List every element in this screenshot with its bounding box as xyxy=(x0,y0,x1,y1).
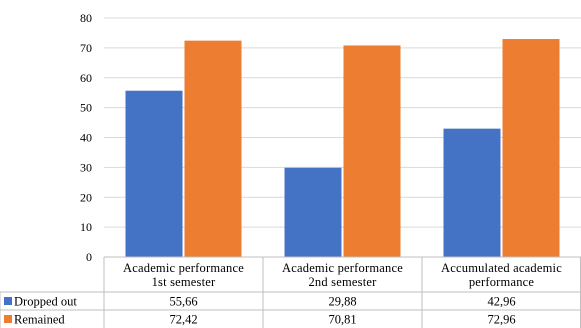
table-value: 55,66 xyxy=(169,295,197,309)
table-value: 42,96 xyxy=(487,295,515,309)
y-tick-label: 80 xyxy=(80,11,92,25)
table-value: 72,96 xyxy=(487,313,515,327)
bar-remained xyxy=(502,39,560,258)
y-tick-label: 70 xyxy=(80,41,92,55)
category-label: Accumulated academic xyxy=(441,261,562,275)
category-label: Academic performance xyxy=(282,261,403,275)
bar-remained xyxy=(343,45,401,257)
y-tick-label: 20 xyxy=(80,190,92,204)
category-label: performance xyxy=(469,275,535,289)
gridlines xyxy=(104,17,581,258)
y-tick-label: 40 xyxy=(80,131,92,145)
category-label: Academic performance xyxy=(123,261,244,275)
legend-key xyxy=(4,315,12,323)
table-value: 72,42 xyxy=(169,313,197,327)
bar-dropped-out xyxy=(284,167,342,257)
legend-label: Remained xyxy=(14,313,65,327)
bars xyxy=(125,39,560,258)
legend-label: Dropped out xyxy=(14,295,77,309)
bar-remained xyxy=(184,40,242,257)
y-tick-label: 0 xyxy=(86,250,92,264)
bar-dropped-out xyxy=(125,90,183,257)
legend-key xyxy=(4,297,12,305)
bar-dropped-out xyxy=(443,128,501,257)
table-value: 29,88 xyxy=(328,295,356,309)
category-label: 2nd semester xyxy=(308,275,377,289)
category-label: 1st semester xyxy=(152,275,216,289)
y-axis-ticks: 0 10 20 30 40 50 60 70 80 xyxy=(80,11,92,264)
y-tick-label: 50 xyxy=(80,101,92,115)
y-tick-label: 30 xyxy=(80,160,92,174)
table-value: 70,81 xyxy=(328,313,356,327)
y-tick-label: 60 xyxy=(80,71,92,85)
y-tick-label: 10 xyxy=(80,220,92,234)
